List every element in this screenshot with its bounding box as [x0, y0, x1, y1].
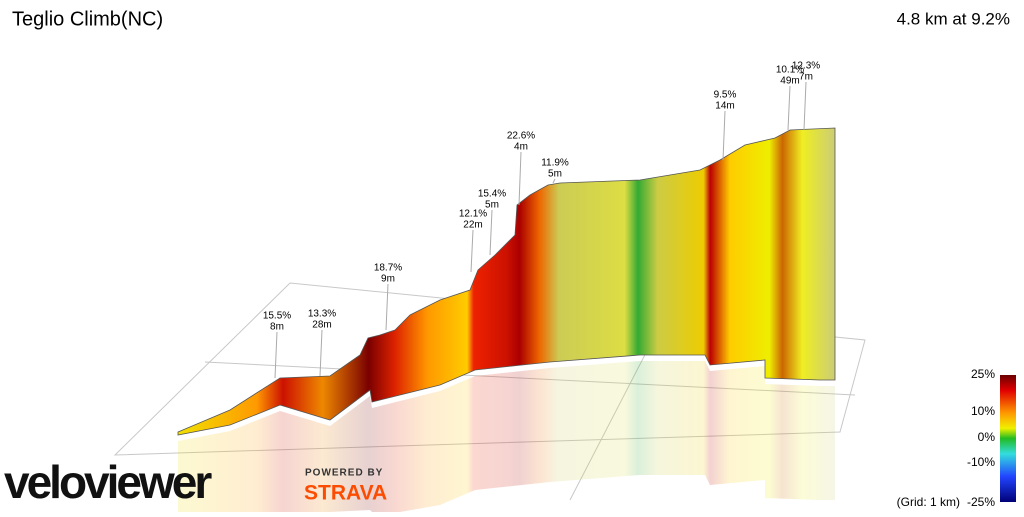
- annotation-grade: 18.7%: [374, 263, 402, 274]
- annotation-grade: 22.6%: [507, 131, 535, 142]
- annotation-leader: [274, 331, 278, 379]
- annotation-length: 22m: [463, 220, 482, 231]
- annotation-length: 9m: [381, 274, 395, 285]
- gradient-scale: [1000, 375, 1016, 502]
- summary: 4.8 km at 9.2%: [897, 9, 1010, 28]
- annotation-length: 5m: [548, 169, 562, 180]
- grid-note: (Grid: 1 km): [897, 495, 960, 509]
- annotation-grade: 15.5%: [263, 311, 291, 322]
- annotation-grade: 10.1%: [776, 65, 804, 76]
- annotation-leader: [803, 81, 807, 131]
- annotation-leader: [385, 283, 389, 331]
- annotation-length: 4m: [514, 142, 528, 153]
- annotation-length: 14m: [715, 101, 734, 112]
- annotation-length: 49m: [780, 76, 799, 87]
- legend-label: 0%: [978, 430, 996, 444]
- annotations: 15.5%8m13.3%28m18.7%9m12.1%22m15.4%5m22.…: [263, 61, 820, 379]
- partner: STRAVA: [304, 482, 387, 505]
- logo: veloviewer: [4, 456, 212, 508]
- legend-label: 25%: [971, 367, 995, 381]
- annotation-leader: [722, 110, 726, 161]
- profile-ribbon: [177, 127, 836, 436]
- annotation-length: 7m: [799, 72, 813, 83]
- legend-label: -10%: [967, 455, 995, 469]
- annotation-length: 8m: [270, 322, 284, 333]
- annotation-grade: 13.3%: [308, 309, 336, 320]
- powered-by: POWERED BY: [305, 468, 383, 479]
- annotation-grade: 12.3%: [792, 61, 820, 72]
- annotation-grade: 9.5%: [714, 90, 737, 101]
- annotation-leader: [518, 151, 522, 206]
- annotation-leader: [319, 329, 323, 377]
- annotation-leader: [787, 85, 791, 131]
- annotation-grade: 12.1%: [459, 209, 487, 220]
- legend-label: 10%: [971, 404, 995, 418]
- legend-label: -25%: [967, 495, 995, 509]
- annotation-leader: [489, 209, 493, 256]
- annotation-leader: [552, 178, 556, 184]
- annotation-grade: 11.9%: [541, 158, 569, 169]
- title: Teglio Climb(NC): [12, 8, 163, 30]
- reflection: [178, 361, 835, 512]
- annotation-leader: [470, 229, 474, 273]
- annotation-length: 5m: [485, 200, 499, 211]
- annotation-length: 28m: [312, 320, 331, 331]
- legend: 25% 10% 0% -10% -25%: [967, 367, 995, 509]
- annotation-grade: 15.4%: [478, 189, 506, 200]
